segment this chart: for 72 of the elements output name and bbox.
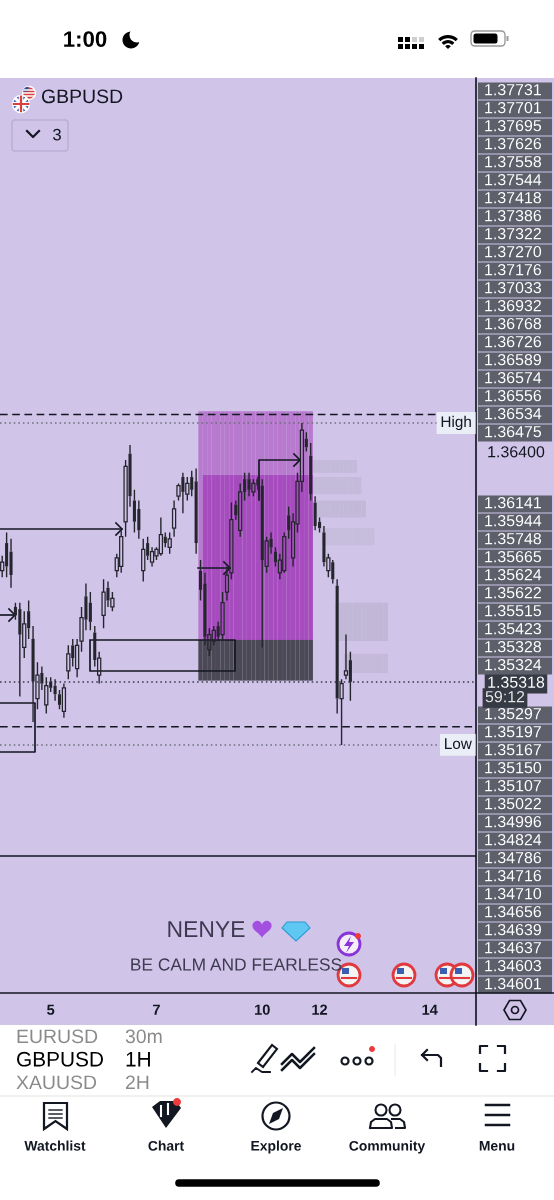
annotation: 3 bbox=[53, 128, 61, 141]
text: 1.37418 bbox=[485, 191, 542, 204]
x-tick-label: 14 bbox=[422, 1004, 438, 1015]
text: 1.34786 bbox=[485, 851, 542, 864]
text: EURUSD bbox=[17, 1029, 98, 1044]
x-tick-label: 7 bbox=[153, 1004, 160, 1015]
text: 1.34603 bbox=[485, 959, 542, 972]
text: 1.37731 bbox=[485, 83, 541, 96]
text: Explore bbox=[251, 1140, 301, 1154]
text: GBPUSD bbox=[17, 1051, 103, 1067]
text: 1.35197 bbox=[485, 725, 541, 738]
text: 1.36589 bbox=[485, 353, 541, 366]
text: Chart bbox=[148, 1140, 184, 1151]
text: Menu bbox=[479, 1141, 515, 1151]
x-tick-label: 10 bbox=[255, 1004, 270, 1015]
text: XAUUSD bbox=[16, 1075, 97, 1090]
text: Watchlist bbox=[24, 1140, 86, 1151]
text: 1.36574 bbox=[485, 371, 542, 384]
text: 1.37176 bbox=[485, 263, 542, 276]
text: 1.34710 bbox=[485, 887, 542, 900]
annotation: BE CALM AND FEARLESS bbox=[131, 958, 342, 971]
ref-line-label: Low bbox=[445, 738, 472, 750]
text: 1.35748 bbox=[485, 532, 542, 545]
text: 1.37626 bbox=[485, 137, 542, 150]
x-tick-label: 5 bbox=[47, 1004, 55, 1015]
x-tick-label: 12 bbox=[312, 1004, 328, 1015]
text: 1.36475 bbox=[485, 425, 542, 438]
text: 1.35624 bbox=[485, 568, 542, 581]
text: 1.34656 bbox=[485, 905, 542, 918]
text: 1.35665 bbox=[485, 550, 542, 563]
text: 1.34716 bbox=[485, 869, 542, 882]
text: 1.37322 bbox=[485, 227, 541, 240]
text: 1.37558 bbox=[485, 155, 542, 168]
text: Community bbox=[349, 1140, 426, 1154]
text: 1.34996 bbox=[485, 815, 542, 828]
text: 1.35167 bbox=[485, 743, 541, 756]
text: 1.36534 bbox=[485, 407, 542, 420]
ref-line-label: High bbox=[441, 415, 471, 431]
text: 1.34637 bbox=[485, 941, 541, 954]
text: 1.34639 bbox=[485, 923, 541, 936]
text: 1.37695 bbox=[485, 119, 542, 132]
text: 1.37701 bbox=[485, 101, 541, 114]
text: 1H bbox=[126, 1052, 150, 1067]
text: 1.35622 bbox=[485, 586, 541, 599]
text: 1.35022 bbox=[485, 797, 541, 810]
text: 1.36556 bbox=[485, 389, 542, 402]
text: 1.36768 bbox=[485, 317, 542, 330]
y-tick-label: 1.35318 bbox=[488, 676, 545, 688]
text: 1.35944 bbox=[485, 514, 542, 527]
text: 1.36932 bbox=[485, 299, 541, 312]
chart-title: GBPUSD bbox=[41, 89, 123, 104]
text: 1.35107 bbox=[485, 779, 541, 792]
text: 1.37386 bbox=[485, 209, 542, 222]
text: 2H bbox=[125, 1075, 149, 1090]
text: 1.37033 bbox=[485, 281, 542, 294]
text: 1.34824 bbox=[485, 833, 542, 846]
text: 1.35297 bbox=[485, 707, 541, 720]
text: 1.35515 bbox=[485, 604, 542, 617]
text: 1:00 bbox=[64, 31, 107, 47]
y-tick-label: 1.36400 bbox=[488, 446, 545, 458]
text: 1.36726 bbox=[485, 335, 542, 348]
text: 1.37270 bbox=[485, 245, 542, 258]
text: 59:12 bbox=[485, 690, 525, 703]
text: 1.35324 bbox=[485, 658, 542, 671]
text: 1.35328 bbox=[485, 640, 542, 653]
text: 30m bbox=[125, 1029, 162, 1044]
text: 1.34601 bbox=[485, 977, 541, 990]
text: 1.36141 bbox=[485, 496, 541, 509]
text: 1.35423 bbox=[485, 622, 542, 635]
text: 1.35150 bbox=[485, 761, 542, 774]
annotation: NENYE bbox=[168, 921, 245, 937]
text: 1.37544 bbox=[485, 173, 542, 186]
